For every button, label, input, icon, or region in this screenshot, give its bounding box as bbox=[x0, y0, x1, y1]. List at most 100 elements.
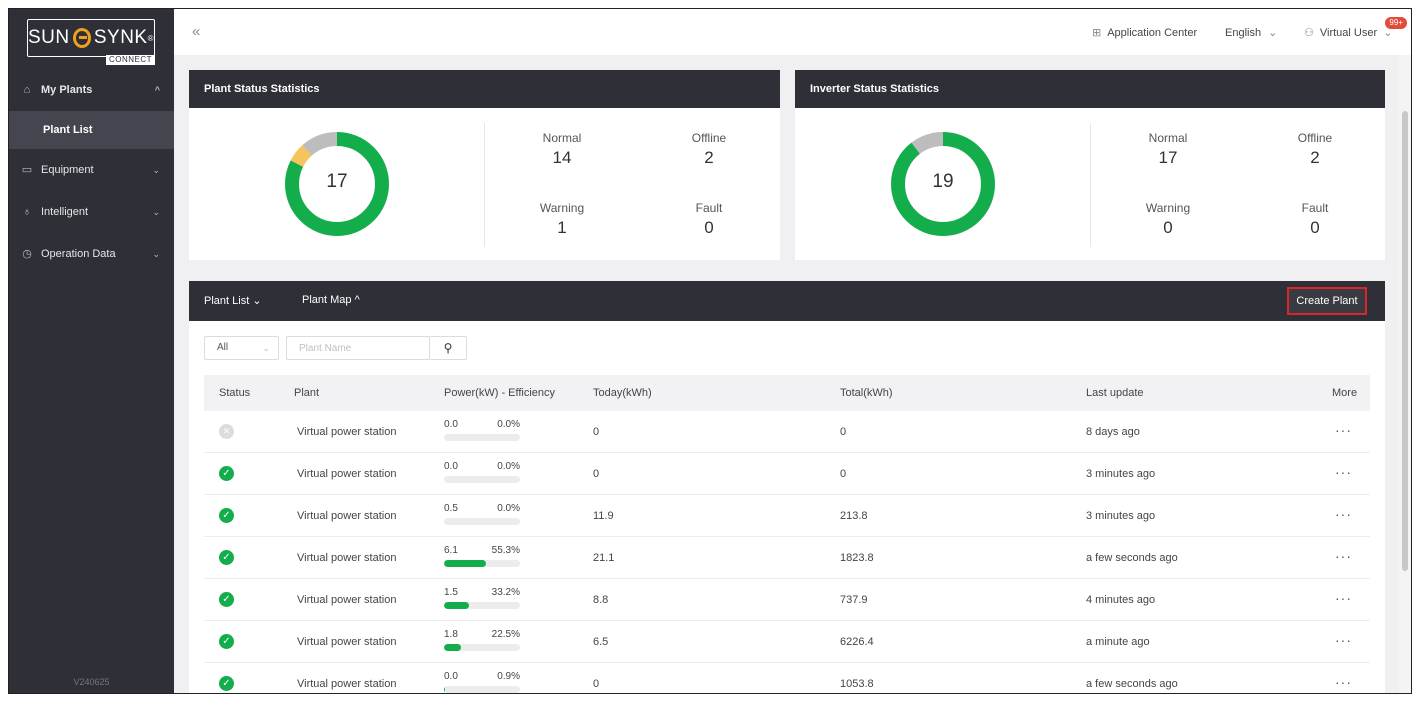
check-circle-icon: ✓ bbox=[219, 508, 234, 523]
efficiency-bar bbox=[444, 602, 520, 609]
inverter-status-donut bbox=[891, 132, 995, 236]
efficiency-bar-fill bbox=[444, 560, 487, 567]
chevron-down-icon: ⌄ bbox=[152, 206, 160, 217]
plant-name[interactable]: Virtual power station bbox=[297, 552, 397, 564]
plant-name[interactable]: Virtual power station bbox=[297, 510, 397, 522]
logo-text-left: SUN bbox=[28, 27, 70, 48]
check-circle-icon: ✓ bbox=[219, 592, 234, 607]
status-filter-value: All bbox=[217, 342, 229, 353]
efficiency-bar bbox=[444, 476, 520, 483]
collapse-sidebar-icon[interactable]: « bbox=[192, 23, 201, 40]
plant-name[interactable]: Virtual power station bbox=[297, 636, 397, 648]
logo: SUN SYNK ® CONNECT bbox=[27, 19, 155, 65]
tab-plant-list[interactable]: Plant List ⌄ bbox=[204, 294, 262, 307]
today-kwh: 0 bbox=[593, 678, 600, 690]
divider bbox=[1090, 123, 1091, 247]
donut-segment-offline bbox=[891, 132, 995, 236]
stat-value: 2 bbox=[1310, 148, 1320, 167]
plant-name[interactable]: Virtual power station bbox=[297, 468, 397, 480]
today-kwh: 21.1 bbox=[593, 552, 615, 564]
last-update: 4 minutes ago bbox=[1086, 594, 1156, 606]
efficiency-value: 0.0% bbox=[497, 419, 520, 430]
power-efficiency: 0.0 0.0% bbox=[444, 461, 520, 483]
stat-label: Normal bbox=[542, 131, 582, 145]
power-efficiency: 1.5 33.2% bbox=[444, 587, 520, 609]
tab-label: Plant List bbox=[204, 295, 250, 307]
stat-label: Warning bbox=[539, 201, 585, 215]
more-options-icon[interactable]: ··· bbox=[1335, 506, 1352, 522]
efficiency-bar bbox=[444, 644, 520, 651]
check-circle-icon: ✓ bbox=[219, 466, 234, 481]
column-header-status: Status bbox=[219, 387, 251, 399]
efficiency-bar bbox=[444, 434, 520, 441]
version-label: V240625 bbox=[73, 677, 110, 687]
today-kwh: 0 bbox=[593, 468, 600, 480]
efficiency-value: 0.9% bbox=[497, 671, 520, 682]
search-icon: ⚲ bbox=[443, 341, 453, 355]
table-row[interactable]: ✓ Virtual power station 0.0 0.0% 0 0 3 minutes… bbox=[204, 453, 1370, 495]
top-header: « ⊞ Application Center English ⌄ ⚇ Virtual… bbox=[174, 9, 1411, 55]
table-row[interactable]: ✓ Virtual power station 0.5 0.0% 11.9 213.8 3 … bbox=[204, 495, 1370, 537]
plant-name[interactable]: Virtual power station bbox=[297, 678, 397, 690]
inverter-warning-stat: Warning 0 bbox=[1123, 201, 1213, 238]
plant-name[interactable]: Virtual power station bbox=[297, 426, 397, 438]
sidebar-item-operation-data[interactable]: ◷ Operation Data ⌄ bbox=[9, 235, 174, 273]
search-button[interactable]: ⚲ bbox=[430, 336, 467, 360]
plant-name-search-input[interactable] bbox=[286, 336, 430, 360]
chevron-up-icon: ^ bbox=[154, 85, 160, 95]
sidebar-item-intelligent[interactable]: ♁ Intelligent ⌄ bbox=[9, 193, 174, 231]
check-circle-icon: ✓ bbox=[219, 676, 234, 691]
more-options-icon[interactable]: ··· bbox=[1335, 590, 1352, 606]
sidebar-item-plant-list[interactable]: Plant List bbox=[9, 111, 174, 149]
table-row[interactable]: ✓ Virtual power station 0.0 0.9% 0 1053.8 a fe… bbox=[204, 663, 1370, 693]
logo-registered: ® bbox=[147, 33, 154, 43]
user-menu[interactable]: ⚇ Virtual User ⌄ bbox=[1304, 26, 1392, 39]
more-options-icon[interactable]: ··· bbox=[1335, 464, 1352, 480]
plant-list-toolbar: Plant List ⌄ Plant Map ^ Create Plant bbox=[189, 281, 1385, 321]
plant-name[interactable]: Virtual power station bbox=[297, 594, 397, 606]
notification-badge[interactable]: 99+ bbox=[1385, 17, 1407, 29]
language-select[interactable]: English ⌄ bbox=[1225, 26, 1277, 39]
power-value: 0.0 bbox=[444, 461, 458, 472]
inverter-fault-stat: Fault 0 bbox=[1270, 201, 1360, 238]
bulb-icon: ♁ bbox=[22, 206, 32, 218]
column-header-total: Total(kWh) bbox=[840, 387, 893, 399]
column-header-plant: Plant bbox=[294, 387, 320, 399]
last-update: 3 minutes ago bbox=[1086, 510, 1156, 522]
table-row[interactable]: ✓ Virtual power station 6.1 55.3% 21.1 1823.8… bbox=[204, 537, 1370, 579]
scrollbar[interactable] bbox=[1399, 55, 1411, 693]
efficiency-value: 22.5% bbox=[491, 629, 520, 640]
efficiency-bar bbox=[444, 518, 520, 525]
create-plant-button[interactable]: Create Plant bbox=[1287, 287, 1367, 315]
efficiency-bar bbox=[444, 686, 520, 693]
status-filter-select[interactable]: All ⌄ bbox=[204, 336, 279, 360]
power-value: 0.5 bbox=[444, 503, 458, 514]
stat-label: Normal bbox=[1148, 131, 1188, 145]
more-options-icon[interactable]: ··· bbox=[1335, 422, 1352, 438]
scrollbar-thumb[interactable] bbox=[1402, 111, 1408, 571]
more-options-icon[interactable]: ··· bbox=[1335, 548, 1352, 564]
stat-label: Fault bbox=[695, 201, 723, 215]
table-row[interactable]: ✓ Virtual power station 1.8 22.5% 6.5 6226.4 a… bbox=[204, 621, 1370, 663]
chevron-down-icon: ⌄ bbox=[1268, 27, 1278, 39]
table-row[interactable]: ✓ Virtual power station 1.5 33.2% 8.8 737.9 4 … bbox=[204, 579, 1370, 621]
last-update: a few seconds ago bbox=[1086, 552, 1178, 564]
application-center-link[interactable]: ⊞ Application Center bbox=[1092, 26, 1197, 39]
sidebar-item-equipment[interactable]: ▭ Equipment ⌄ bbox=[9, 151, 174, 189]
tab-plant-map[interactable]: Plant Map ^ bbox=[302, 294, 360, 306]
sidebar-item-label: Plant List bbox=[43, 124, 93, 136]
more-options-icon[interactable]: ··· bbox=[1335, 674, 1352, 690]
stat-value: 14 bbox=[552, 148, 572, 167]
plant-offline-stat: Offline 2 bbox=[664, 131, 754, 168]
donut-segment-offline bbox=[285, 132, 389, 236]
table-row[interactable]: ✕ Virtual power station 0.0 0.0% 0 0 8 days ag… bbox=[204, 411, 1370, 453]
stat-label: Offline bbox=[1297, 131, 1333, 145]
more-options-icon[interactable]: ··· bbox=[1335, 632, 1352, 648]
stat-label: Warning bbox=[1145, 201, 1191, 215]
check-circle-icon: ✓ bbox=[219, 634, 234, 649]
sidebar-item-my-plants[interactable]: ⌂ My Plants ^ bbox=[9, 71, 174, 109]
chevron-down-icon: ⌄ bbox=[252, 295, 262, 307]
chevron-down-icon: ⌄ bbox=[152, 248, 160, 259]
chevron-down-icon: ⌄ bbox=[152, 164, 160, 175]
sidebar-item-label: Intelligent bbox=[41, 206, 89, 218]
